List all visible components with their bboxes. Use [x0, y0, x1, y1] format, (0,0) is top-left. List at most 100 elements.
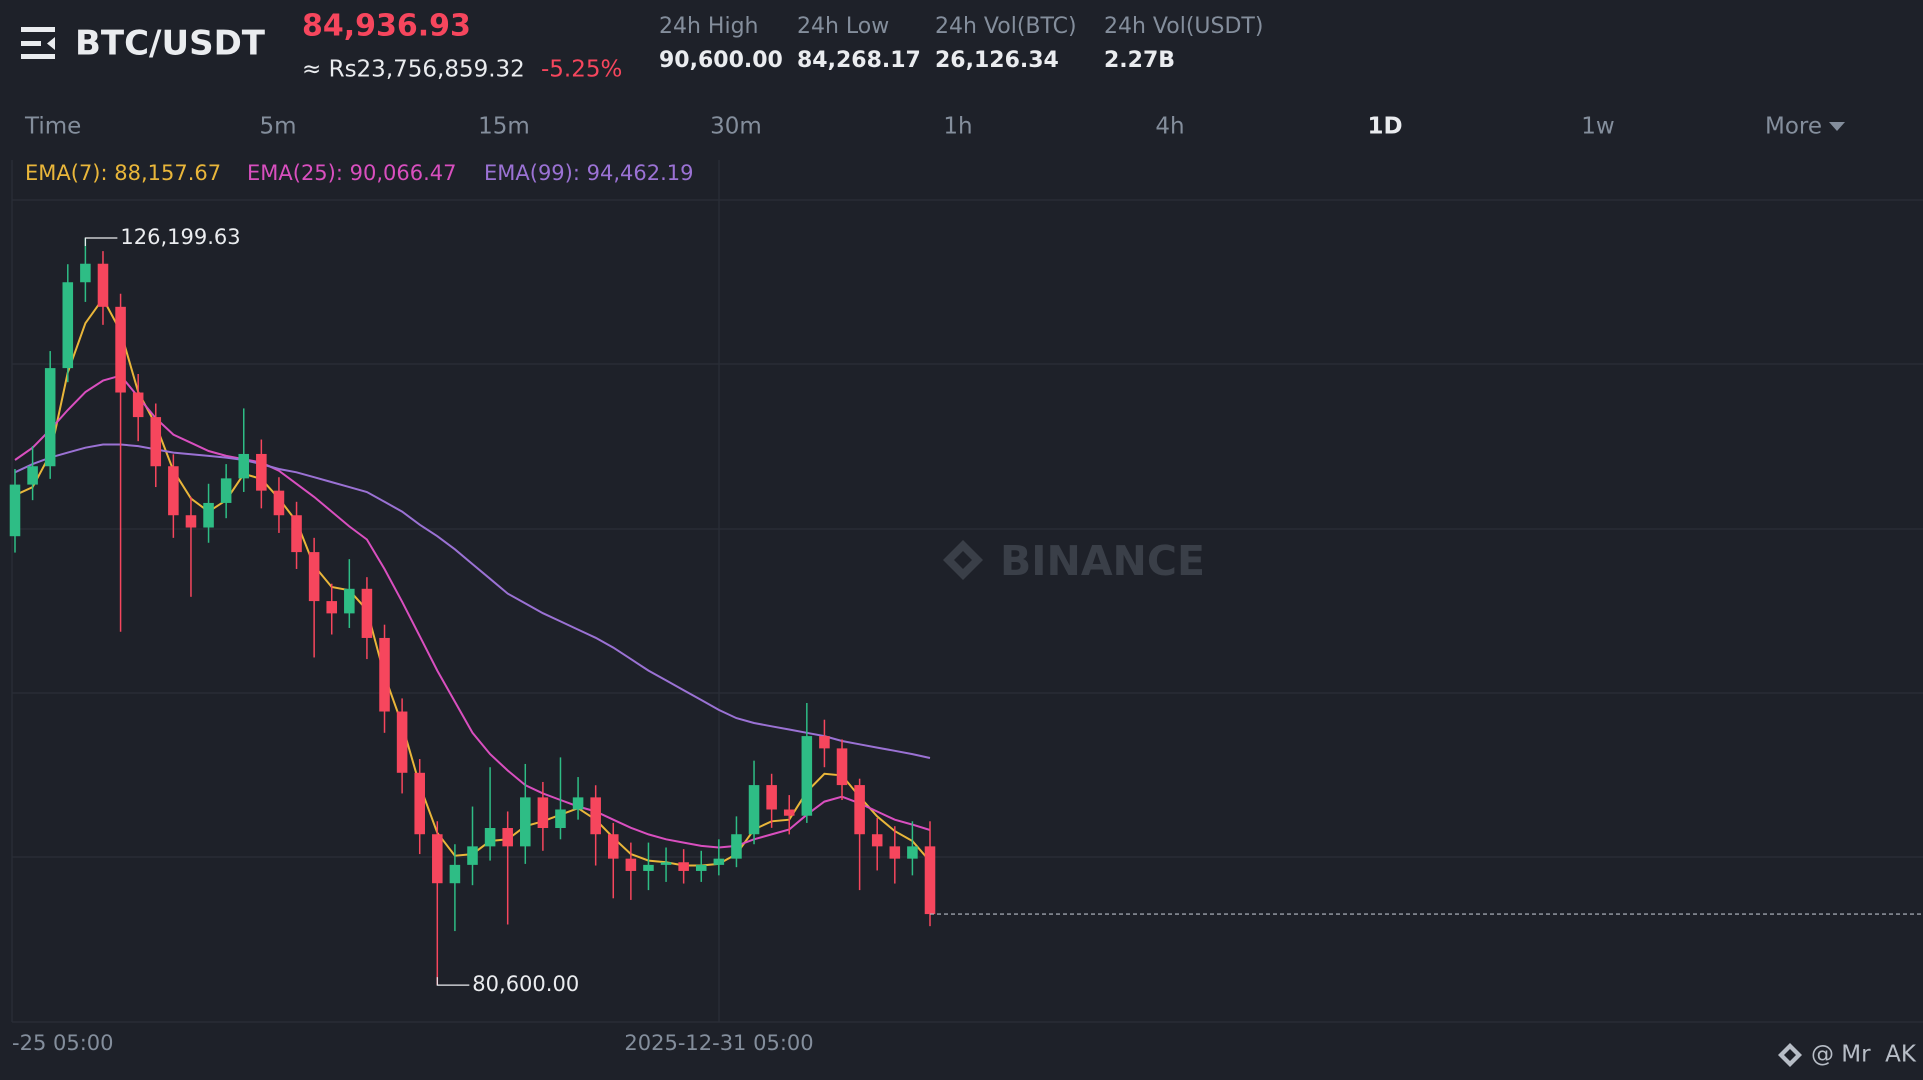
candle-body: [660, 862, 672, 865]
watermark-text: BINANCE: [1000, 537, 1205, 585]
candle-body: [432, 834, 443, 884]
candle-body: [889, 846, 901, 859]
candle-body: [643, 864, 654, 871]
max-label: 126,199.63: [120, 225, 240, 249]
watermark-logo: [943, 540, 983, 580]
candle-body: [256, 453, 267, 491]
menu-bar: [21, 41, 41, 46]
candle-body: [344, 588, 355, 614]
max-marker: [84, 237, 118, 247]
candle-body: [801, 736, 813, 816]
stat-value: 84,268.17: [797, 48, 921, 73]
candle-body: [80, 263, 91, 283]
candle-body: [308, 552, 320, 602]
legend-entry: EMA(7): 88,157.67: [25, 161, 221, 185]
x-tick-label: -25 05:00: [12, 1031, 114, 1055]
interval-tab[interactable]: 5m: [259, 114, 296, 140]
stat-value: 90,600.00: [659, 48, 783, 73]
candle-body: [607, 834, 619, 859]
candle-body: [555, 809, 566, 829]
menu-arrow: [47, 37, 55, 50]
candle-body: [731, 834, 742, 859]
price-change: -5.25%: [541, 57, 622, 83]
min-marker: [436, 977, 470, 986]
stat-value: 26,126.34: [935, 48, 1059, 73]
candle-body: [590, 797, 601, 835]
stat-label: 24h Vol(USDT): [1104, 14, 1263, 39]
interval-tab[interactable]: 4h: [1155, 114, 1184, 140]
candle-body: [185, 515, 197, 528]
candle-body: [449, 864, 461, 884]
interval-tab[interactable]: Time: [24, 114, 81, 140]
candle-body: [695, 864, 707, 871]
candle-body: [907, 846, 918, 859]
candle-body: [871, 834, 883, 847]
stat-value: 2.27B: [1104, 48, 1175, 73]
ema-line: [14, 374, 931, 849]
stat-label: 24h High: [659, 14, 759, 39]
interval-tab[interactable]: 1D: [1367, 114, 1402, 140]
candle-body: [678, 862, 689, 871]
candle-body: [520, 797, 531, 847]
stats: 24h High 90,600.00 24h Low 84,268.17 24h Vol…: [659, 14, 1263, 73]
candle-body: [924, 846, 936, 915]
candle-body: [537, 797, 549, 829]
candle-body: [766, 785, 777, 810]
last-price: 84,936.93: [302, 9, 471, 44]
candle-body: [396, 711, 408, 773]
interval-tabs: Time 5m 15m 30m 1h 4h 1D 1w More: [24, 114, 1845, 140]
candle-body: [414, 772, 425, 835]
candle-body: [203, 502, 214, 528]
min-label: 80,600.00: [472, 972, 579, 996]
interval-tab[interactable]: 15m: [478, 114, 530, 140]
footer-text: @ Mr AK: [1811, 1042, 1917, 1068]
candle-body: [836, 748, 848, 786]
candle-body: [150, 417, 162, 467]
candle-body: [238, 453, 250, 479]
menu-icon[interactable]: [21, 27, 55, 59]
symbol[interactable]: BTC/USDT: [75, 24, 266, 64]
fiat-price: ≈ Rs23,756,859.32: [302, 57, 525, 83]
interval-tab[interactable]: 1h: [943, 114, 972, 140]
candle-body: [854, 785, 865, 835]
menu-bar: [21, 54, 55, 59]
candle-body: [361, 588, 373, 638]
candle-body: [326, 601, 338, 614]
candle-body: [819, 736, 830, 749]
legend: EMA(7): 88,157.67 EMA(25): 90,066.47 EMA(9…: [25, 161, 694, 185]
candle-body: [220, 478, 232, 503]
candle-body: [379, 637, 390, 712]
candle-body: [748, 785, 760, 835]
candle-body: [625, 858, 637, 871]
candle-body: [783, 809, 795, 816]
candle-body: [713, 858, 725, 865]
x-tick-label: 2025-12-31 05:00: [624, 1031, 813, 1055]
candle-body: [115, 306, 126, 393]
candle-body: [97, 263, 109, 307]
candle-body: [44, 368, 56, 467]
footer: @ Mr AK: [1778, 1042, 1917, 1068]
interval-tab[interactable]: More: [1765, 114, 1822, 140]
candle-body: [27, 466, 38, 485]
candle-body: [467, 846, 478, 865]
candle-body: [484, 828, 496, 847]
candle-body: [9, 484, 21, 537]
footer-logo: [1778, 1043, 1802, 1067]
plot: 126,199.63 80,600.00: [9, 225, 1923, 996]
menu-bar: [21, 27, 55, 32]
candle-body: [291, 515, 302, 553]
interval-tab[interactable]: 1w: [1581, 114, 1614, 140]
interval-tab[interactable]: 30m: [710, 114, 762, 140]
ema-line: [14, 443, 931, 759]
legend-entry: EMA(25): 90,066.47: [247, 161, 457, 185]
dropdown-arrow[interactable]: [1829, 122, 1845, 131]
candle-body: [132, 392, 144, 418]
plot-frame: [11, 160, 1923, 1023]
stat-label: 24h Vol(BTC): [935, 14, 1077, 39]
candle-body: [572, 797, 584, 810]
candle-body: [62, 282, 74, 369]
stat-label: 24h Low: [797, 14, 889, 39]
